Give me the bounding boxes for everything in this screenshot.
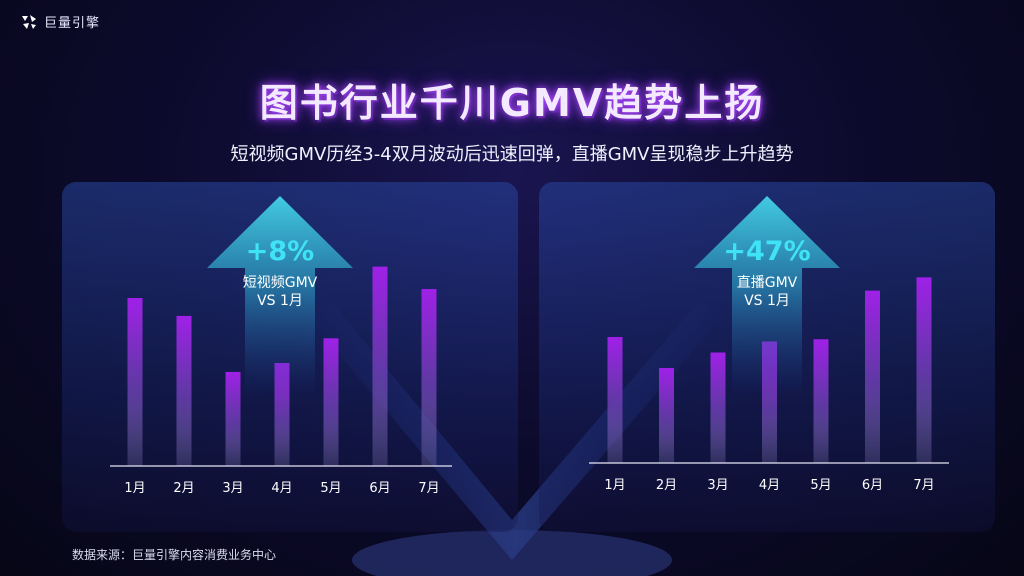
bar-6月 [865,290,880,463]
bar-3月 [710,352,726,463]
bar-5月 [813,339,829,463]
bar-2月 [659,367,674,463]
bar-1月 [607,337,623,463]
brand-name: 巨量引擎 [44,16,101,31]
short-video-chart-panel: 1月 2月 3月 4月 5月 6月 7月 +8% 短视频GMV VS 1月 [62,182,518,532]
live-stream-bar-chart: 1月 2月 3月 4月 5月 6月 7月 [589,277,949,493]
x-tick-label: 4月 [759,478,780,493]
x-tick-label: 4月 [271,481,292,496]
x-tick-label: 1月 [124,481,145,496]
up-arrow-icon [694,196,840,396]
growth-label: 短视频GMV [242,275,318,291]
growth-label: 直播GMV [736,275,798,291]
live-stream-growth-arrow: +47% 直播GMV VS 1月 [692,196,842,396]
x-tick-label: 5月 [810,478,831,493]
growth-compare-label: VS 1月 [744,293,790,309]
bar-1月 [127,298,143,466]
x-tick-label: 6月 [862,478,883,493]
live-stream-chart-panel: 1月 2月 3月 4月 5月 6月 7月 +47% 直播GMV VS 1月 [539,182,995,532]
bar-7月 [916,277,932,463]
x-tick-label: 1月 [604,478,625,493]
bar-2月 [176,315,192,466]
x-tick-label: 6月 [369,481,390,496]
x-tick-label: 5月 [320,481,341,496]
x-tick-label: 3月 [222,481,243,496]
short-video-bar-chart: 1月 2月 3月 4月 5月 6月 7月 [110,266,452,496]
up-arrow-icon [207,196,353,396]
x-tick-label: 2月 [656,478,677,493]
x-tick-label: 3月 [707,478,728,493]
x-tick-label: 7月 [913,478,934,493]
short-video-growth-arrow: +8% 短视频GMV VS 1月 [205,196,355,396]
data-source-note: 数据来源：巨量引擎内容消费业务中心 [72,548,277,562]
growth-percent: +47% [723,236,811,267]
brand-logo-icon [22,14,36,29]
bar-3月 [225,371,241,466]
page-subtitle: 短视频GMV历经3-4双月波动后迅速回弹，直播GMV呈现稳步上升趋势 [230,144,794,165]
page-title: 图书行业千川GMV趋势上扬 [259,81,765,125]
bar-6月 [372,266,388,466]
bar-7月 [421,289,437,466]
brand-logo: 巨量引擎 [20,12,100,31]
growth-compare-label: VS 1月 [257,293,303,309]
bar-5月 [323,338,339,466]
x-tick-label: 7月 [418,481,439,496]
x-tick-label: 2月 [173,481,194,496]
growth-percent: +8% [245,236,315,267]
